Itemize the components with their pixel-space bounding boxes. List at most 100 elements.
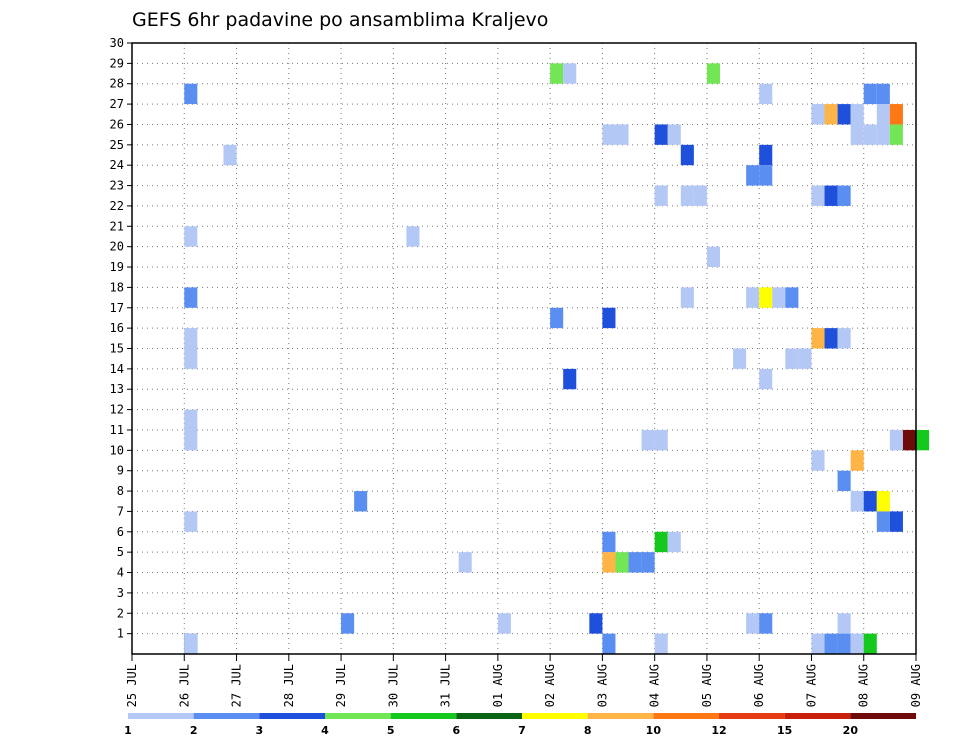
x-tick-label: 26 JUL (177, 664, 191, 707)
y-tick-label: 9 (117, 464, 124, 478)
precip-cell (563, 63, 577, 84)
y-tick-label: 8 (117, 484, 124, 498)
precip-cell (837, 613, 851, 634)
precip-cell (602, 124, 616, 145)
colorbar-swatch (522, 713, 588, 719)
x-tick-label: 08 AUG (857, 664, 871, 707)
x-tick-label: 31 JUL (439, 664, 453, 707)
precip-cell (863, 633, 877, 654)
precip-cell (706, 246, 720, 268)
y-tick-label: 19 (110, 260, 124, 274)
precip-cell (746, 287, 760, 308)
precip-cell (602, 531, 616, 553)
precip-cell (811, 633, 825, 654)
precip-cell (759, 83, 773, 105)
y-tick-label: 4 (117, 566, 124, 580)
precip-cell (837, 633, 851, 654)
precip-cell (798, 348, 812, 369)
precip-cell (850, 124, 864, 145)
precip-cell (184, 83, 198, 105)
y-tick-label: 16 (110, 321, 124, 335)
y-tick-label: 25 (110, 138, 124, 152)
y-tick-label: 13 (110, 382, 124, 396)
y-tick-label: 27 (110, 97, 124, 111)
precip-cell (811, 104, 825, 125)
colorbar-label: 7 (518, 724, 526, 737)
precip-cell (641, 429, 655, 451)
precip-cell (667, 124, 681, 145)
precip-cell (628, 552, 642, 573)
precip-cell (916, 429, 930, 451)
precip-cell (850, 104, 864, 125)
precip-cell (811, 328, 825, 349)
precip-cell (876, 124, 890, 145)
precip-cell (746, 613, 760, 634)
colorbar-label: 1 (124, 724, 132, 737)
precip-cell (406, 226, 420, 247)
y-tick-label: 1 (117, 627, 124, 641)
precip-cell (654, 124, 668, 145)
colorbar-label: 5 (387, 724, 395, 737)
colorbar-swatch (653, 713, 719, 719)
precip-cell (184, 348, 198, 369)
precip-cell (759, 613, 773, 634)
x-tick-label: 28 JUL (282, 664, 296, 707)
x-tick-label: 03 AUG (595, 664, 609, 707)
precip-cell (876, 511, 890, 532)
colorbar-legend: 1 2 3 4 5 6 7 8 10 12 15 20 (124, 713, 916, 737)
precip-cell (184, 429, 198, 451)
x-tick-label: 07 AUG (804, 664, 818, 707)
precip-cell (680, 185, 694, 206)
precip-cell (550, 307, 564, 329)
y-tick-label: 10 (110, 443, 124, 457)
precip-cell (850, 450, 864, 471)
precip-cell (184, 287, 198, 308)
precip-cell (889, 511, 903, 532)
precip-cell (785, 348, 799, 369)
precip-cell (889, 429, 903, 451)
precip-cell (563, 368, 577, 390)
precip-cell (602, 633, 616, 654)
precip-cell (863, 124, 877, 145)
colorbar-swatch (456, 713, 522, 719)
precip-cell (602, 307, 616, 329)
precip-cell (184, 511, 198, 532)
colorbar-swatch (128, 713, 194, 719)
y-tick-label: 18 (110, 280, 124, 294)
precip-cell (602, 552, 616, 573)
precip-cell (902, 429, 916, 451)
y-tick-label: 7 (117, 504, 124, 518)
y-tick-label: 21 (110, 219, 124, 233)
precip-cell (746, 165, 760, 186)
precip-cell (654, 429, 668, 451)
x-tick-label: 09 AUG (909, 664, 923, 707)
y-tick-label: 22 (110, 199, 124, 213)
precip-cell (615, 552, 629, 573)
y-tick-label: 28 (110, 77, 124, 91)
precip-cell (733, 348, 747, 369)
precip-cell (341, 613, 355, 634)
y-tick-label: 2 (117, 606, 124, 620)
precip-cell (837, 185, 851, 206)
precip-cell (458, 552, 472, 573)
precip-cell (184, 633, 198, 654)
precip-cell (706, 63, 720, 84)
y-tick-label: 5 (117, 545, 124, 559)
x-tick-label: 27 JUL (230, 664, 244, 707)
y-tick-label: 30 (110, 36, 124, 50)
precipitation-cells (184, 63, 930, 654)
colorbar-swatch (587, 713, 654, 719)
precip-cell (641, 552, 655, 573)
chart-title: GEFS 6hr padavine po ansamblima Kraljevo (132, 9, 548, 31)
y-tick-label: 15 (110, 342, 124, 356)
precip-cell (589, 613, 603, 634)
precip-cell (184, 328, 198, 349)
precip-cell (184, 226, 198, 247)
precip-cell (863, 491, 877, 512)
y-tick-label: 3 (117, 586, 124, 600)
precip-cell (863, 83, 877, 105)
precip-cell (824, 328, 838, 349)
precip-cell (654, 633, 668, 654)
colorbar-label: 10 (646, 724, 662, 737)
y-tick-label: 17 (110, 301, 124, 315)
